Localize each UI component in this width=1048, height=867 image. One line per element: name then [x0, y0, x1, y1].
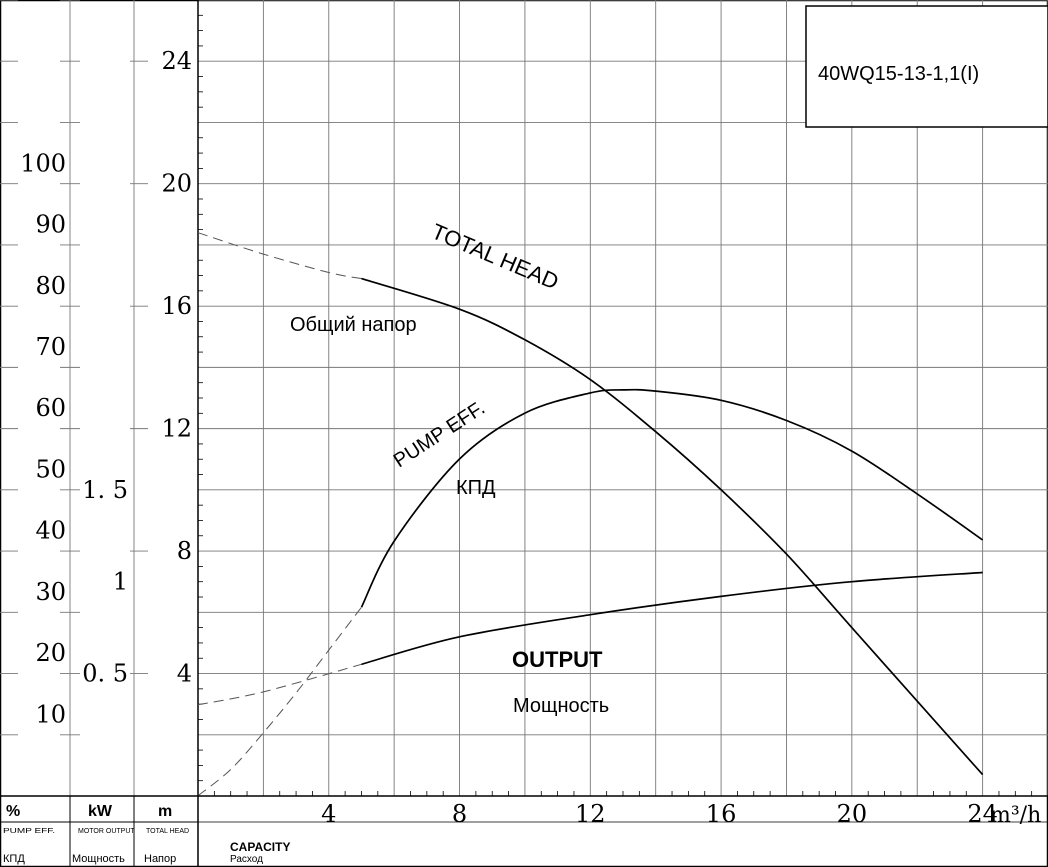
- model-label: 40WQ15-13-1,1(I): [818, 63, 979, 85]
- x-tick-label: 16: [706, 800, 737, 828]
- capacity-label: CAPACITY: [230, 840, 290, 854]
- eff-tick-label: 40: [35, 517, 66, 545]
- output-label-ru: Мощность: [513, 695, 609, 717]
- head-tick-label: 16: [161, 292, 192, 320]
- footer-pct-symbol: %: [6, 803, 20, 820]
- footer-m-en: TOTAL HEAD: [146, 828, 189, 835]
- pump-eff-label-ru: КПД: [456, 477, 496, 499]
- footer-m-ru: Напор: [144, 853, 176, 865]
- x-tick-label: 4: [321, 800, 336, 828]
- flow-unit: m³/h: [990, 803, 1041, 828]
- pump-eff-curve-dashed: [197, 606, 362, 797]
- footer-kw-symbol: kW: [88, 803, 113, 820]
- footer-pct-ru: КПД: [3, 853, 25, 865]
- eff-tick-label: 60: [35, 394, 66, 422]
- total-head-curve: [361, 277, 984, 776]
- footer-kw-en: MOTOR OUTPUT: [78, 828, 135, 835]
- head-tick-label: 4: [177, 660, 192, 688]
- kw-tick-label: 0. 5: [82, 659, 128, 687]
- footer-pct-en: PUMP EFF.: [3, 828, 55, 835]
- total-head-curve-dashed: [197, 232, 362, 280]
- eff-tick-label: 100: [20, 149, 66, 177]
- x-tick-label: 8: [452, 800, 467, 828]
- x-tick-label: 24: [967, 800, 998, 828]
- footer-m-symbol: m: [158, 803, 172, 820]
- footer: % kW m PUMP EFF. MOTOR OUTPUT TOTAL HEAD…: [0, 795, 1048, 867]
- head-tick-label: 8: [177, 537, 192, 565]
- x-tick-label: 12: [575, 800, 606, 828]
- head-tick-label: 24: [161, 47, 192, 75]
- output-curve: [361, 571, 983, 666]
- eff-tick-label: 10: [35, 700, 66, 728]
- output-label: OUTPUT: [512, 647, 603, 672]
- eff-tick-label: 80: [35, 272, 66, 300]
- eff-tick-label: 70: [35, 333, 66, 361]
- head-tick-label: 12: [161, 415, 192, 443]
- curves: [197, 232, 984, 797]
- eff-tick-label: 50: [35, 455, 66, 483]
- footer-kw-ru: Мощность: [72, 853, 125, 865]
- eff-tick-label: 30: [35, 578, 66, 606]
- axes: 4 8 12 16 20 24 10 20 30 40 50 60 70 80 90 100 0. 5 1 1. 5…: [0, 0, 1033, 828]
- model-box: [805, 5, 1048, 128]
- eff-tick-label: 90: [35, 211, 66, 239]
- kw-tick-label: 1. 5: [82, 476, 128, 504]
- total-head-label-ru: Общий напор: [290, 314, 417, 336]
- total-head-label: TOTAL HEAD: [428, 219, 562, 295]
- capacity-label-ru: Расход: [230, 854, 263, 865]
- pump-eff-label: PUMP EFF.: [390, 397, 489, 472]
- pump-eff-curve: [360, 388, 984, 608]
- head-tick-label: 20: [161, 170, 192, 198]
- output-curve-dashed: [197, 663, 362, 706]
- x-tick-label: 20: [837, 800, 868, 828]
- eff-tick-label: 20: [35, 639, 66, 667]
- kw-tick-label: 1: [113, 568, 128, 596]
